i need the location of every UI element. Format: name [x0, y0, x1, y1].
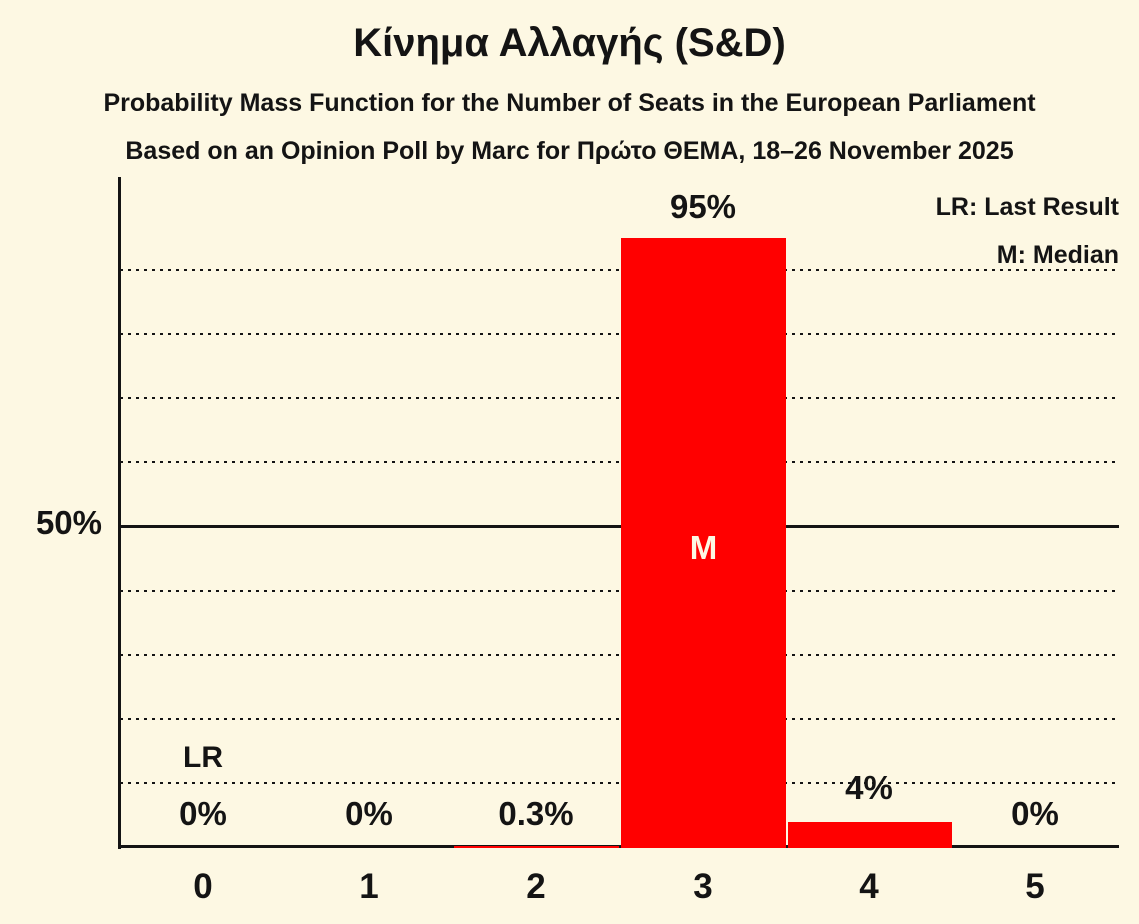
bar-value-label-1: 0%	[345, 795, 393, 832]
legend: LR: Last Result M: Median	[936, 183, 1119, 279]
chart-subtitle: Probability Mass Function for the Number…	[103, 89, 1036, 117]
chart-source-note: Based on an Opinion Poll by Marc for Πρώ…	[125, 137, 1014, 165]
x-axis-tick-label-2: 2	[526, 867, 546, 906]
x-axis-tick-label-4: 4	[859, 867, 879, 906]
gridline-20	[120, 718, 1119, 720]
bar-value-label-0: 0%	[179, 795, 227, 832]
x-axis-tick-label-5: 5	[1025, 867, 1045, 906]
bar-4[interactable]	[788, 822, 952, 848]
bar-2[interactable]	[454, 846, 619, 848]
gridline-30	[120, 654, 1119, 656]
x-axis-tick-label-0: 0	[193, 867, 213, 906]
x-axis-tick-label-3: 3	[693, 867, 713, 906]
median-marker: M	[689, 529, 718, 566]
gridline-90	[120, 269, 1119, 271]
gridline-50-major	[120, 525, 1119, 528]
gridline-60	[120, 461, 1119, 463]
bar-3[interactable]: M	[621, 238, 786, 848]
gridline-10	[120, 782, 1119, 784]
last-result-marker: LR	[183, 741, 223, 774]
gridline-70	[120, 397, 1119, 399]
y-axis-line	[118, 177, 121, 849]
bar-value-label-3: 95%	[669, 188, 737, 225]
page-title: Κίνημα Αλλαγής (S&D)	[353, 21, 786, 65]
x-axis-tick-label-1: 1	[359, 867, 379, 906]
bar-value-label-2: 0.3%	[498, 795, 574, 832]
bar-value-label-4: 4%	[845, 769, 893, 806]
y-axis-tick-label-50: 50%	[35, 504, 102, 541]
plot-area: M	[120, 177, 1119, 848]
legend-entry-last-result: LR: Last Result	[935, 193, 1119, 221]
gridline-40	[120, 590, 1119, 592]
legend-entry-median: M: Median	[996, 241, 1119, 269]
gridline-80	[120, 333, 1119, 335]
bar-value-label-5: 0%	[1011, 795, 1059, 832]
